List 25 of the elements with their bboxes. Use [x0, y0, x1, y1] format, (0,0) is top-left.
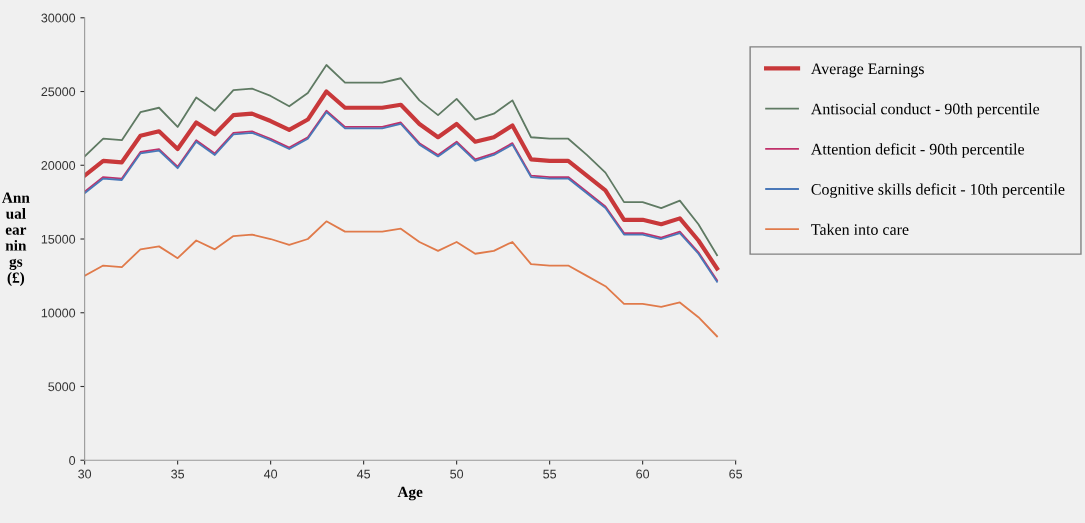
line-series — [84, 64, 718, 257]
x-tick-label: 45 — [356, 469, 371, 479]
y-tick-label: 25000 — [41, 87, 76, 97]
legend-label: Taken into care — [811, 223, 909, 235]
y-tick-label: 5000 — [48, 382, 76, 392]
x-tick-label: 55 — [543, 469, 557, 479]
legend-label: Antisocial conduct - 90th percentile — [810, 103, 1040, 118]
x-tick-label: 40 — [263, 469, 278, 479]
legend-label: Attention deficit - 90th percentile — [810, 143, 1025, 158]
line-series — [84, 220, 718, 338]
x-tick-label: 65 — [729, 469, 743, 479]
y-tick-label: 15000 — [41, 234, 76, 244]
x-axis-title: Age — [397, 486, 423, 501]
y-tick-label: 20000 — [41, 161, 76, 170]
x-tick-label: 30 — [78, 469, 92, 479]
y-tick-label: 30000 — [41, 13, 76, 23]
y-tick-label: 10000 — [41, 308, 76, 318]
line-series — [84, 89, 720, 271]
x-tick-label: 60 — [636, 469, 650, 479]
legend-label: Average Earnings — [810, 63, 924, 78]
x-tick-label: 35 — [171, 469, 185, 479]
x-tick-label: 50 — [450, 469, 464, 479]
legend-label: Cognitive skills deficit - 10th percentile — [811, 183, 1065, 199]
y-axis-title: Annual earnings (£) — [1, 192, 30, 286]
y-tick-label: 0 — [69, 456, 76, 465]
